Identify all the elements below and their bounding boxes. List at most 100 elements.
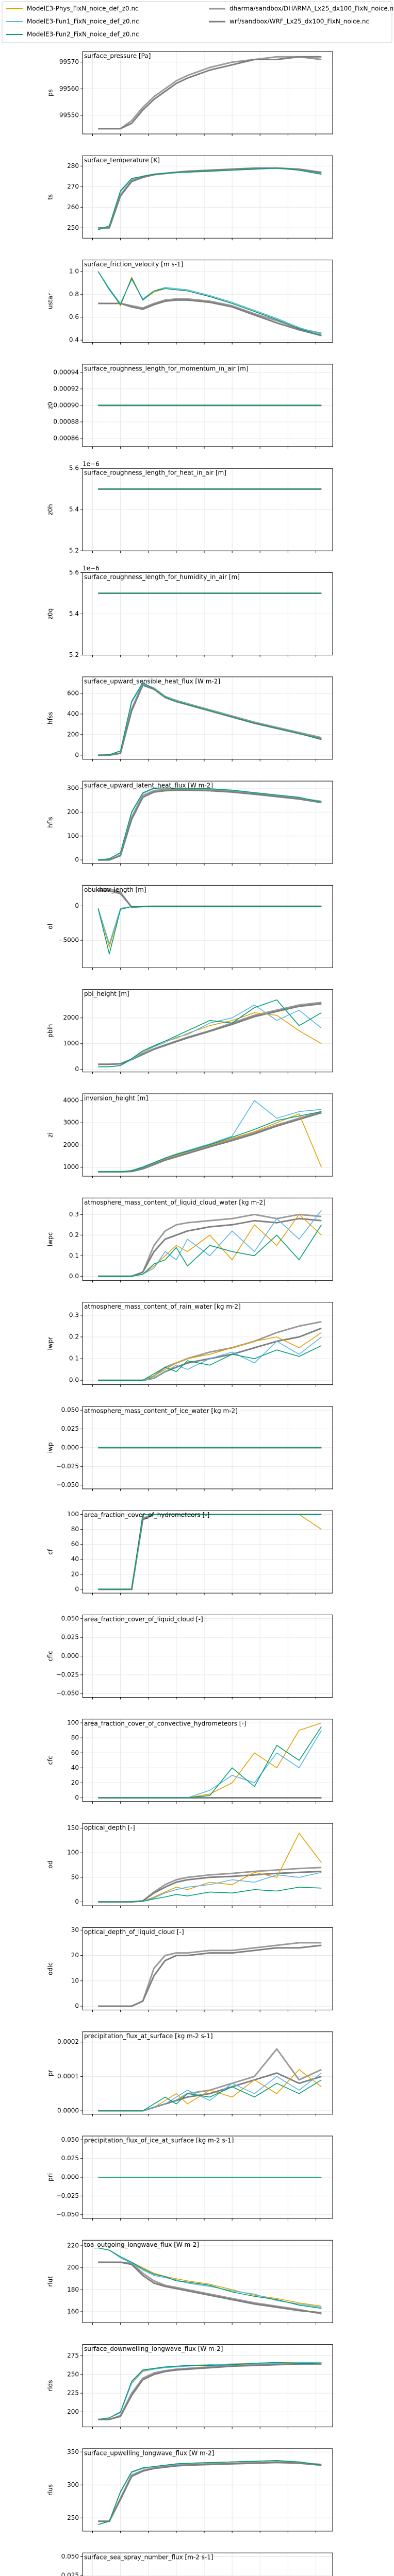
- panel-title: atmosphere_mass_content_of_liquid_cloud_…: [84, 1199, 266, 1206]
- y-tick-label: 50: [71, 1873, 79, 1880]
- y-tick-label: 260: [67, 204, 79, 211]
- series-line: [98, 167, 322, 231]
- y-tick-label: 250: [67, 2514, 79, 2521]
- y-tick-label: 200: [67, 808, 79, 816]
- y-tick-label: 5.6: [69, 569, 79, 576]
- y-tick-label: 300: [67, 785, 79, 792]
- y-tick-label: 0.2: [69, 1231, 79, 1239]
- axes-frame: [82, 2448, 333, 2532]
- y-axis-label: zi: [47, 1132, 54, 1138]
- panel: −5000 0 obukhov_length [m] ol: [47, 885, 333, 970]
- y-axis-label: cflc: [47, 1651, 54, 1662]
- panel-title: surface_upward_sensible_heat_flux [W m-2…: [84, 677, 220, 685]
- y-tick-label: −0.025: [56, 1671, 79, 1678]
- y-tick-label: 250: [67, 224, 79, 231]
- y-axis-label: ps: [47, 89, 54, 96]
- panel: −0.050 −0.025 0.000 0.025 0.050 area_fraction…: [47, 1615, 333, 1700]
- y-tick-label: 3000: [63, 1119, 79, 1126]
- y-tick-label: 80: [71, 1734, 79, 1741]
- axes-frame: [82, 1719, 333, 1802]
- series-line: [97, 271, 322, 336]
- y-tick-label: 0.050: [61, 1615, 79, 1622]
- series-line: [98, 2362, 322, 2420]
- y-tick-label: 0.2: [69, 1333, 79, 1340]
- series-line: [98, 56, 322, 130]
- series-line: [98, 2462, 322, 2522]
- y-tick-label: 60: [71, 1749, 79, 1756]
- series-line: [98, 1224, 322, 1277]
- y-tick-label: 0.1: [69, 1355, 79, 1362]
- axes-frame: [82, 2344, 333, 2428]
- panel-title: inversion_height [m]: [84, 1095, 148, 1102]
- y-tick-label: 2000: [63, 1141, 79, 1148]
- panel: −2.50.02.55.07.510.012.515.017.5−0.050−0…: [61, 2552, 333, 2576]
- panel-title: precipitation_flux_of_ice_at_surface [kg…: [84, 2137, 234, 2144]
- y-tick-label: 0: [75, 902, 79, 909]
- axes-frame: [82, 51, 333, 134]
- y-tick-label: 1.0: [69, 267, 79, 275]
- axes-frame: [82, 1927, 333, 2010]
- legend-label: wrf/sandbox/WRF_Lx25_dx100_FixN_noice.nc: [229, 18, 369, 25]
- y-tick-label: 20: [71, 1570, 79, 1578]
- y-tick-label: 0.000: [61, 1652, 79, 1659]
- y-tick-label: 20: [71, 1779, 79, 1786]
- y-tick-label: 275: [67, 2352, 79, 2359]
- y-axis-label: ts: [47, 194, 54, 200]
- panel: 250 260 270 280 surface_temperature [K] ts: [47, 155, 333, 241]
- panel-title: atmosphere_mass_content_of_rain_water [k…: [84, 1303, 241, 1310]
- y-tick-label: 0: [75, 1794, 79, 1801]
- y-tick-label: 270: [67, 183, 79, 190]
- y-axis-label: rlut: [47, 2276, 54, 2287]
- panel-title: obukhov_length [m]: [84, 886, 146, 893]
- y-tick-label: −0.050: [56, 1481, 79, 1488]
- y-tick-label: 2000: [63, 1014, 79, 1021]
- y-axis-label: lwpc: [47, 1232, 54, 1246]
- y-tick-label: 0.3: [69, 1211, 79, 1218]
- y-tick-label: −0.050: [56, 1690, 79, 1697]
- panel: 5.2 5.4 5.6 surface_roughness_length_for_he…: [47, 461, 333, 554]
- axes-frame: [82, 572, 333, 655]
- y-axis-label: cfc: [47, 1756, 54, 1765]
- y-tick-label: 99560: [59, 85, 79, 92]
- axes-frame: [82, 2136, 333, 2219]
- axes-frame: [82, 1510, 333, 1594]
- series-line: [98, 2079, 322, 2111]
- series-line: [98, 56, 322, 130]
- y-tick-label: −0.025: [56, 2192, 79, 2199]
- panel-title: optical_depth [-]: [84, 1824, 135, 1832]
- series-line: [98, 2247, 322, 2309]
- panel: 200 225 250 275 surface_downwelling_longwave…: [47, 2344, 333, 2429]
- panel-title: area_fraction_cover_of_convective_hydrom…: [84, 1720, 246, 1727]
- series-line: [98, 999, 322, 1067]
- series-line: [98, 2363, 322, 2420]
- series-line: [98, 789, 322, 861]
- y-axis-label: pri: [47, 2173, 54, 2181]
- y-tick-label: 40: [71, 1764, 79, 1771]
- y-tick-label: 100: [67, 1719, 79, 1726]
- panel-title: precipitation_flux_at_surface [kg m-2 s-…: [84, 2032, 213, 2040]
- y-tick-label: 0: [75, 856, 79, 863]
- series-line: [98, 1944, 322, 2007]
- y-tick-label: 220: [67, 2242, 79, 2249]
- y-tick-label: 0.025: [61, 1634, 79, 1641]
- y-tick-label: 0.00092: [53, 385, 79, 392]
- series-line: [98, 787, 322, 860]
- panel: 0 200 400 600 surface_upward_sensible_heat_f…: [47, 676, 333, 761]
- panel: 0.0000 0.0001 0.0002 precipitation_flux_at_…: [47, 2031, 333, 2116]
- y-tick-label: 80: [71, 1526, 79, 1533]
- y-tick-label: 20: [71, 1952, 79, 1959]
- y-tick-label: 0.025: [61, 1425, 79, 1432]
- legend-frame: [2, 1, 392, 43]
- axes-frame: [82, 2552, 333, 2576]
- y-tick-label: 0: [75, 751, 79, 758]
- y-tick-label: 0.050: [61, 2553, 79, 2560]
- panel: 0.0 0.1 0.2 0.3 atmosphere_mass_content_of_l…: [47, 1197, 333, 1283]
- panel-title: pbl_height [m]: [84, 990, 129, 997]
- panel: 99550 99560 99570 surface_pressure [Pa] ps: [47, 51, 333, 136]
- y-axis-label: z0q: [47, 608, 54, 620]
- panel: 0.0 0.1 0.2 0.3 atmosphere_mass_content_of_r…: [47, 1302, 333, 1387]
- y-tick-label: 4000: [63, 1096, 79, 1104]
- series-line: [98, 1887, 322, 1903]
- axes-frame: [82, 2240, 333, 2323]
